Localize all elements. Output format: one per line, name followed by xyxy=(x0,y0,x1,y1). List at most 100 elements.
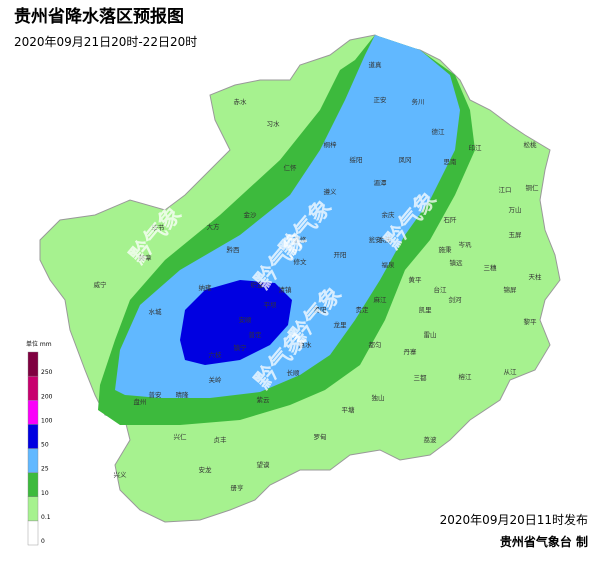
legend-swatch xyxy=(27,351,39,377)
city-label: 务川 xyxy=(412,97,425,106)
rain-band-50-100 xyxy=(180,280,292,365)
city-label: 长顺 xyxy=(287,368,301,377)
legend-level: 0.1 xyxy=(41,514,51,521)
city-label: 贵定 xyxy=(356,305,370,314)
city-label: 盘州 xyxy=(134,397,147,406)
city-label: 大方 xyxy=(207,222,221,231)
city-label: 赫章 xyxy=(139,253,153,262)
legend-swatch xyxy=(27,424,39,449)
city-label: 雷山 xyxy=(424,330,437,339)
city-label: 威宁 xyxy=(94,280,108,289)
city-label: 台江 xyxy=(434,285,448,294)
city-label: 修文 xyxy=(294,257,308,266)
subtitle: 2020年09月21日20时-22日20时 xyxy=(14,35,197,49)
city-label: 惠水 xyxy=(299,340,313,349)
city-label: 玉屏 xyxy=(509,231,523,239)
city-label: 麻江 xyxy=(374,295,388,304)
city-label: 金沙 xyxy=(244,210,258,219)
city-label: 织金 xyxy=(251,280,265,289)
city-label: 剑河 xyxy=(449,295,463,304)
city-label: 仁怀 xyxy=(284,163,298,172)
city-label: 余庆 xyxy=(379,235,393,244)
city-label: 遵义 xyxy=(324,187,338,196)
city-label: 关岭 xyxy=(209,375,223,384)
city-label: 罗甸 xyxy=(314,432,327,441)
city-label: 黄平 xyxy=(409,275,423,284)
city-label: 册亨 xyxy=(231,483,245,492)
city-label: 紫云 xyxy=(257,396,271,404)
city-label: 正安 xyxy=(374,95,388,104)
city-label: 荔波 xyxy=(424,435,438,444)
legend-unit: 单位 mm xyxy=(26,340,52,348)
legend-level: 100 xyxy=(41,417,53,424)
legend-swatch xyxy=(27,400,39,425)
legend-swatch xyxy=(27,496,39,522)
city-label: 福泉 xyxy=(382,260,396,269)
city-label: 铜仁 xyxy=(526,183,540,192)
city-label: 安龙 xyxy=(199,465,213,474)
city-label: 兴义 xyxy=(114,470,128,479)
city-label: 习水 xyxy=(267,119,281,128)
city-label: 黎平 xyxy=(524,317,538,326)
city-label: 毕节 xyxy=(152,223,166,232)
city-label: 开阳 xyxy=(334,250,347,259)
city-label: 施秉 xyxy=(439,245,453,254)
city-label: 黔西 xyxy=(227,245,241,254)
city-label: 镇远 xyxy=(450,258,464,267)
city-label: 天柱 xyxy=(529,272,543,281)
legend-level: 250 xyxy=(41,369,53,376)
city-label: 水城 xyxy=(149,307,163,316)
city-label: 龙里 xyxy=(334,320,348,329)
city-label: 余庆 xyxy=(382,210,396,219)
issue-time: 2020年09月20日11时发布 xyxy=(440,512,588,527)
city-label: 赤水 xyxy=(234,97,248,106)
legend-level: 50 xyxy=(41,442,49,449)
city-label: 榕江 xyxy=(459,372,473,381)
legend-level: 10 xyxy=(41,490,49,497)
city-label: 晴隆 xyxy=(176,390,190,399)
city-label: 望谟 xyxy=(257,460,271,469)
city-label: 从江 xyxy=(504,368,518,376)
city-label: 绥阳 xyxy=(350,155,363,164)
city-label: 印江 xyxy=(469,144,483,152)
city-label: 万山 xyxy=(509,205,522,214)
city-label: 普定 xyxy=(249,330,263,339)
legend-swatch xyxy=(27,448,39,473)
city-label: 桐梓 xyxy=(324,140,338,149)
legend-level: 200 xyxy=(41,393,53,400)
city-label: 石阡 xyxy=(444,215,458,224)
city-label: 贞丰 xyxy=(214,435,228,444)
city-label: 三都 xyxy=(414,374,428,382)
city-label: 平塘 xyxy=(342,405,356,414)
city-label: 丹寨 xyxy=(404,347,418,356)
legend-level: 0 xyxy=(41,538,45,545)
city-label: 都匀 xyxy=(369,340,382,349)
title: 贵州省降水落区预报图 xyxy=(14,6,184,27)
city-label: 安顺 xyxy=(239,315,253,324)
city-label: 贵阳 xyxy=(314,305,327,314)
city-label: 息烽 xyxy=(294,235,308,244)
city-label: 凤冈 xyxy=(399,156,412,164)
city-label: 三穗 xyxy=(484,263,498,272)
city-label: 岑巩 xyxy=(459,240,473,249)
city-label: 独山 xyxy=(372,393,385,402)
legend-swatch xyxy=(27,472,39,497)
city-label: 思南 xyxy=(444,157,458,166)
city-label: 普安 xyxy=(149,390,163,399)
city-label: 凯里 xyxy=(419,306,433,314)
city-label: 湄潭 xyxy=(374,178,388,187)
city-label: 道真 xyxy=(369,60,383,69)
agency: 贵州省气象台 制 xyxy=(500,534,588,549)
legend-swatch xyxy=(27,375,39,401)
legend-swatch xyxy=(27,520,39,546)
city-label: 瓮安 xyxy=(369,235,383,244)
legend-level: 25 xyxy=(41,466,49,473)
city-label: 纳雍 xyxy=(199,283,213,292)
city-label: 平坝 xyxy=(264,300,278,309)
city-label: 六枝 xyxy=(209,350,223,359)
city-label: 锦屏 xyxy=(504,285,518,294)
city-label: 清镇 xyxy=(279,285,293,294)
city-label: 松桃 xyxy=(524,140,538,149)
city-label: 江口 xyxy=(499,186,512,194)
